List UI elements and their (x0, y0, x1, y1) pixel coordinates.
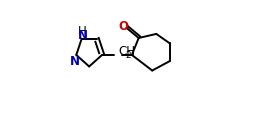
Text: H: H (78, 25, 87, 38)
Text: CH: CH (118, 45, 135, 58)
Text: N: N (70, 55, 80, 68)
Text: O: O (118, 20, 128, 33)
Text: N: N (78, 29, 88, 42)
Text: 2: 2 (125, 51, 131, 60)
